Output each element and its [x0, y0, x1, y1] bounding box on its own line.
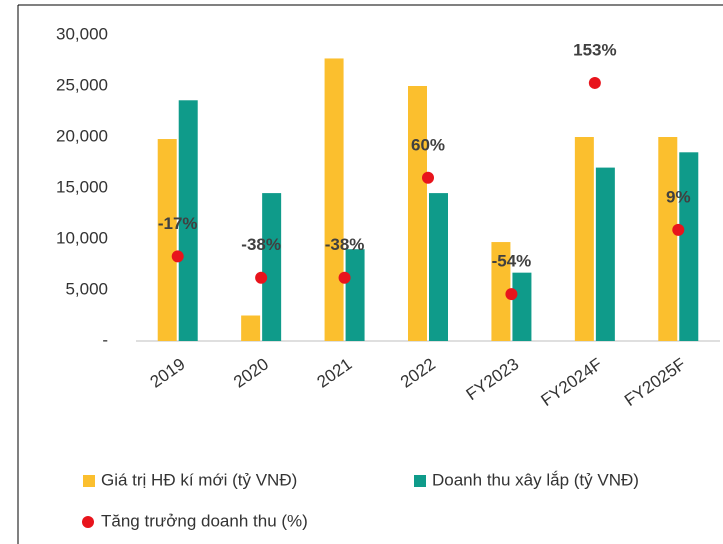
- legend-label: Giá trị HĐ kí mới (tỷ VNĐ): [101, 470, 297, 489]
- growth-dot: [672, 223, 685, 236]
- growth-dot: [505, 288, 518, 301]
- x-tick-label: 2020: [230, 354, 272, 391]
- x-tick-label: 2022: [397, 354, 439, 391]
- bar: [262, 193, 282, 341]
- bar: [429, 193, 448, 341]
- bar: [324, 58, 344, 342]
- x-tick-label: FY2024F: [538, 354, 606, 410]
- legend-swatch: [414, 475, 426, 487]
- growth-dot: [338, 271, 351, 284]
- growth-dot: [422, 171, 434, 184]
- bar: [157, 139, 177, 341]
- data-label: -38%: [241, 235, 281, 254]
- bar: [574, 137, 594, 341]
- legend-label: Tăng trưởng doanh thu (%): [101, 511, 308, 530]
- data-label: -17%: [158, 214, 198, 233]
- growth-dot: [588, 76, 601, 89]
- y-tick-label: 10,000: [56, 228, 108, 247]
- growth-dot: [171, 250, 184, 263]
- y-tick-label: 20,000: [56, 126, 108, 145]
- x-tick-label: 2019: [147, 354, 189, 391]
- data-label: 153%: [573, 40, 616, 59]
- y-tick-label: 5,000: [65, 279, 108, 298]
- bar: [345, 249, 365, 341]
- data-label: -38%: [325, 235, 365, 254]
- y-tick-label: 25,000: [56, 75, 108, 94]
- x-tick-label: FY2025F: [621, 354, 689, 410]
- x-tick-label: 2021: [314, 354, 356, 391]
- bar: [408, 86, 427, 341]
- x-tick-label: FY2023: [463, 354, 523, 404]
- y-tick-label: -: [102, 330, 108, 349]
- bar: [178, 100, 198, 341]
- legend-label: Doanh thu xây lắp (tỷ VNĐ): [432, 470, 639, 489]
- data-label: -54%: [492, 252, 532, 271]
- bar: [241, 315, 261, 341]
- bar: [595, 167, 615, 341]
- growth-dot: [255, 271, 268, 284]
- bar: [679, 152, 699, 341]
- bar: [658, 137, 678, 341]
- y-tick-label: 15,000: [56, 177, 108, 196]
- legend-swatch: [83, 475, 95, 487]
- legend-swatch: [82, 516, 94, 528]
- bar: [491, 242, 511, 341]
- y-tick-label: 30,000: [56, 24, 108, 43]
- bar: [512, 272, 532, 341]
- data-label: 9%: [666, 187, 691, 206]
- data-label: 60%: [411, 135, 445, 154]
